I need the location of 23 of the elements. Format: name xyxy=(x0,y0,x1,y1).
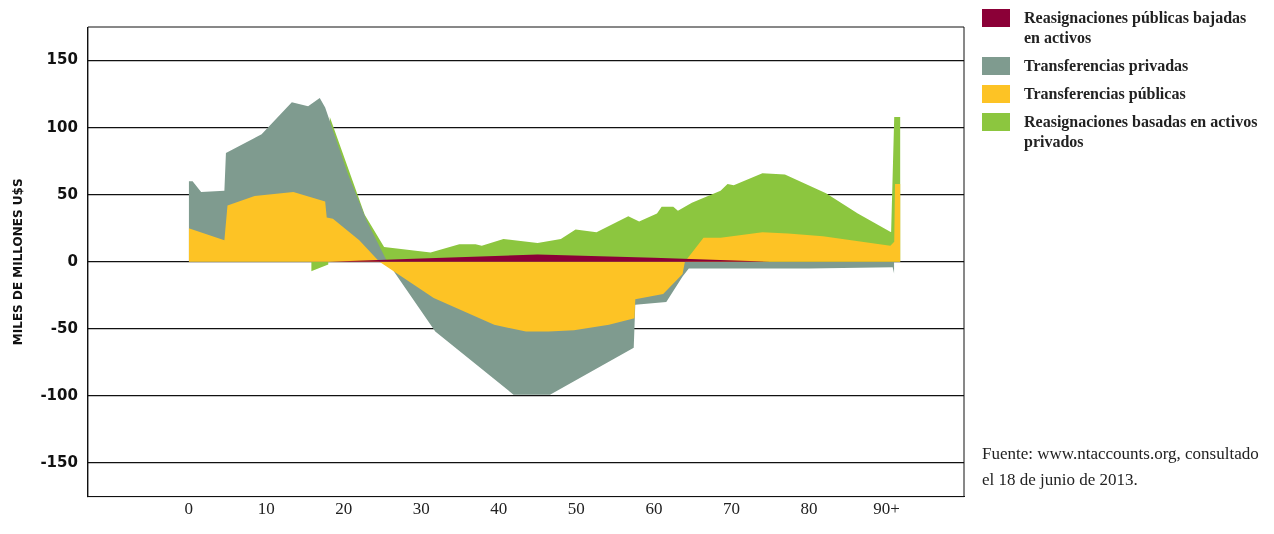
x-tick-label: 30 xyxy=(412,499,430,519)
y-tick-label: 50 xyxy=(57,184,78,203)
y-tick-label: 0 xyxy=(67,251,78,270)
y-tick-label: -50 xyxy=(50,318,78,337)
y-tick-label: 150 xyxy=(46,50,78,69)
y-tick-label: 100 xyxy=(46,117,78,136)
x-tick-label: 10 xyxy=(257,499,275,519)
x-tick-label: 60 xyxy=(645,499,663,519)
x-tick-label: 50 xyxy=(567,499,585,519)
legend-label: Transferencias públicas xyxy=(1024,84,1186,104)
x-tick-label: 80 xyxy=(800,499,818,519)
y-axis-title: MILES DE MILLONES U$S xyxy=(11,178,26,346)
y-tick-label: -100 xyxy=(40,385,78,404)
source-note: Fuente: www.ntaccounts.org, consultado el 18 de junio de 2013. xyxy=(982,443,1260,491)
legend-label: Transferencias privadas xyxy=(1024,56,1189,76)
x-tick-label: 90+ xyxy=(873,499,900,519)
y-tick-label: -150 xyxy=(40,452,78,471)
legend-label: Reasignaciones basadas en activos privados xyxy=(1024,112,1259,152)
x-tick-label: 40 xyxy=(490,499,508,519)
x-tick-label: 20 xyxy=(335,499,353,519)
x-tick-label: 70 xyxy=(722,499,740,519)
legend-label: Reasignaciones públicas bajadas en activos xyxy=(1024,8,1248,48)
x-tick-label: 0 xyxy=(184,499,193,519)
